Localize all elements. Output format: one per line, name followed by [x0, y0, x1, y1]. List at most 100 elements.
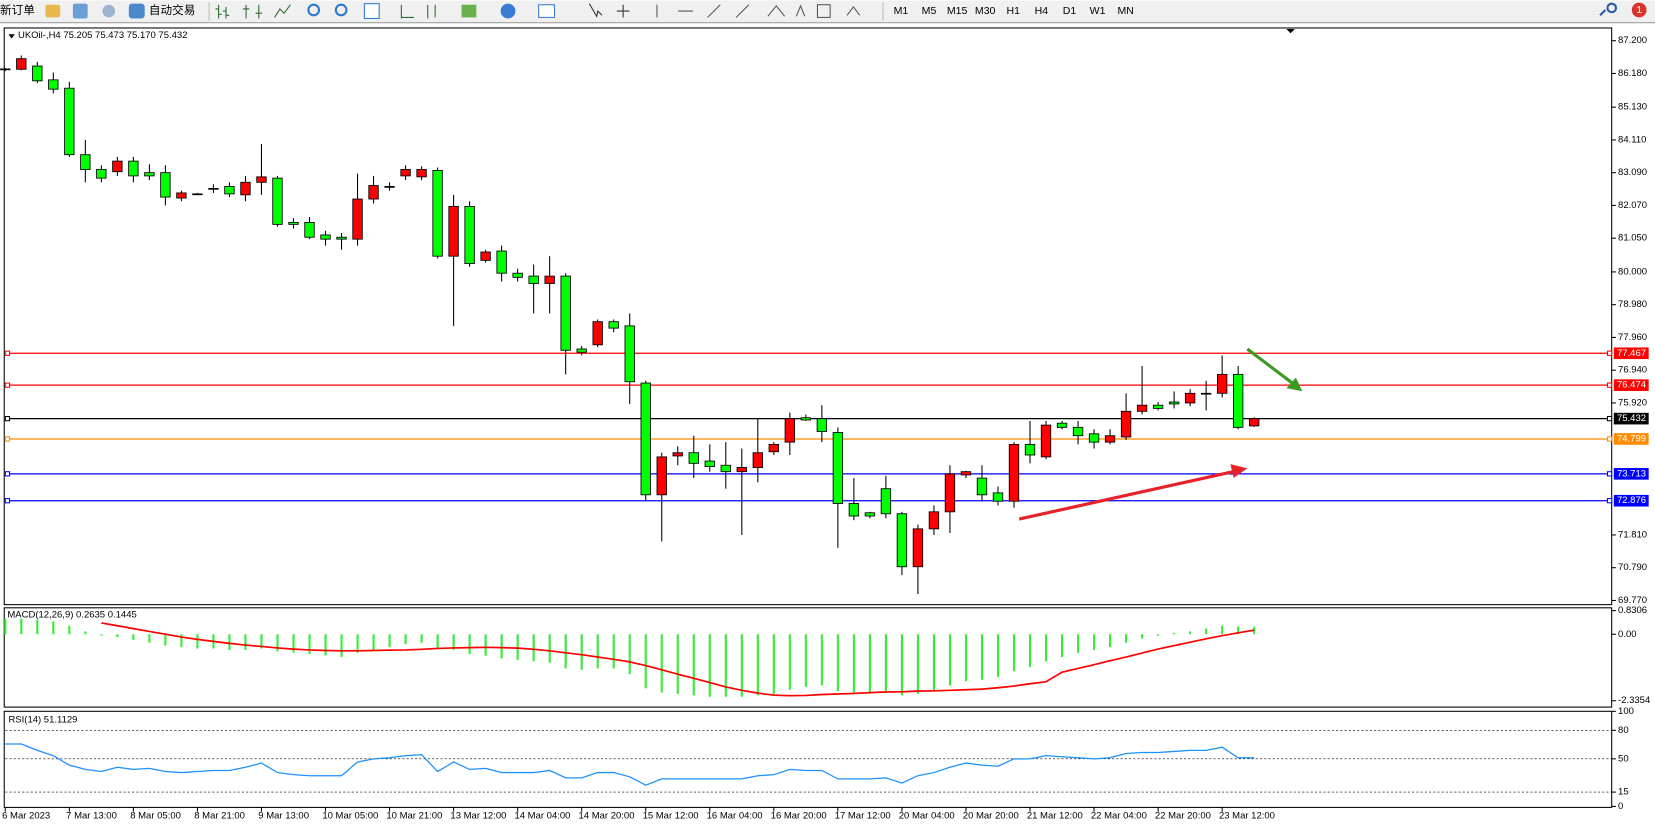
x-tick-label: 7 Mar 13:00 — [66, 810, 117, 821]
y-tick-label: 80.000 — [1618, 266, 1647, 277]
candle-body — [720, 464, 731, 473]
icon[interactable] — [102, 4, 116, 18]
candle-body — [112, 160, 123, 173]
icon[interactable] — [72, 3, 88, 19]
y-tick-label: 15 — [1618, 787, 1629, 798]
y-tick-label: 0.00 — [1618, 629, 1637, 640]
candle-body — [688, 452, 699, 464]
icon[interactable] — [307, 3, 321, 17]
icon[interactable] — [816, 4, 831, 18]
notification-badge[interactable] — [1631, 2, 1647, 18]
candle-body — [592, 321, 603, 346]
icon[interactable] — [538, 4, 556, 18]
candle-body — [768, 443, 780, 453]
timeframe-button[interactable]: D1 — [1063, 5, 1077, 17]
candle-body — [544, 275, 555, 284]
icon[interactable] — [242, 4, 262, 19]
candle-body — [800, 417, 812, 421]
level-label-bg — [1613, 412, 1649, 425]
y-tick-label: 80 — [1618, 725, 1629, 736]
y-tick-label: 69.770 — [1618, 595, 1647, 606]
icon[interactable] — [400, 4, 436, 19]
candle-body — [1136, 404, 1148, 412]
green-arrow — [1246, 347, 1296, 387]
candle-body — [208, 187, 219, 190]
x-tick-label: 14 Mar 04:00 — [514, 810, 570, 821]
shift-marker — [1286, 29, 1295, 34]
y-tick-label: 84.110 — [1618, 134, 1646, 145]
candle-body — [304, 222, 315, 238]
new-order-button[interactable]: 新订单 — [0, 3, 35, 17]
y-tick-label: 100 — [1618, 706, 1634, 717]
candle-body — [752, 452, 763, 468]
macd-pane — [3, 607, 1613, 708]
candle-body — [528, 275, 539, 284]
icon[interactable] — [656, 4, 806, 18]
icon[interactable] — [128, 3, 145, 19]
timeframe-button[interactable]: M30 — [975, 5, 996, 17]
x-tick-label: 13 Mar 12:00 — [450, 810, 506, 821]
x-tick-label: 14 Mar 20:00 — [579, 810, 635, 821]
icon[interactable] — [616, 4, 630, 18]
candle-body — [944, 473, 956, 513]
timeframe-button[interactable]: W1 — [1090, 5, 1106, 17]
level-handle — [4, 436, 11, 442]
level-handle — [1606, 471, 1613, 477]
y-tick-label: 70.790 — [1618, 562, 1647, 573]
level-handle — [1606, 436, 1613, 442]
signal-line — [101, 622, 1255, 697]
candle-body — [176, 192, 187, 199]
candle-body — [448, 205, 459, 257]
icon[interactable] — [215, 4, 230, 19]
timeframe-button[interactable]: H1 — [1007, 5, 1021, 17]
y-tick-label: 75.920 — [1618, 397, 1647, 408]
candle-body — [832, 432, 844, 504]
level-label: 73.713 — [1617, 468, 1646, 479]
y-tick-label: 50 — [1618, 753, 1629, 764]
level-handle — [1606, 350, 1613, 356]
icon[interactable] — [363, 3, 380, 19]
icon[interactable] — [45, 4, 61, 18]
level-handle — [4, 415, 11, 422]
icon[interactable] — [274, 4, 291, 18]
toolbar-items: 新订单 自动交易 1 M1 M5 M15 M30 H1 H4 D1 W1 MN — [0, 2, 1647, 21]
candle-body — [512, 272, 523, 278]
candle-body — [992, 492, 1004, 502]
icon[interactable] — [334, 3, 348, 17]
icon[interactable] — [588, 3, 603, 18]
candle-body — [1248, 418, 1260, 427]
candle-body — [1008, 443, 1020, 502]
pane-menu-arrow — [8, 34, 15, 39]
level-handle — [4, 350, 11, 356]
candle-body — [192, 193, 203, 196]
y-tick-label: 78.980 — [1618, 299, 1647, 310]
x-tick-label: 20 Mar 20:00 — [963, 810, 1019, 821]
candle-body — [816, 418, 828, 432]
icon[interactable] — [461, 4, 477, 18]
candle-body — [144, 172, 155, 177]
candle-body — [96, 169, 107, 179]
icon[interactable] — [500, 3, 516, 19]
plot-marks: 87.200 86.180 85.130 84.110 83.090 82.070 81.0… — [0, 35, 1650, 821]
y-tick-label: 85.130 — [1618, 102, 1647, 113]
timeframe-button[interactable]: M5 — [922, 5, 937, 17]
candle-body — [624, 325, 635, 383]
auto-trading-button[interactable]: 自动交易 — [149, 3, 195, 17]
candle-body — [128, 160, 139, 177]
timeframe-button[interactable]: M1 — [894, 5, 909, 17]
timeframe-button[interactable]: M15 — [947, 5, 968, 17]
candle-body — [848, 503, 860, 517]
timeframe-button[interactable]: MN — [1117, 5, 1133, 17]
x-tick-label: 8 Mar 05:00 — [130, 810, 181, 821]
y-tick-label: 81.050 — [1618, 233, 1647, 244]
level-handle — [4, 498, 11, 504]
candle-body — [320, 234, 331, 240]
timeframe-button[interactable]: H4 — [1035, 5, 1049, 17]
search-icon[interactable] — [1599, 2, 1617, 17]
candle-body — [672, 452, 683, 457]
candle-body — [480, 251, 491, 261]
candle-body — [160, 172, 171, 198]
icon[interactable] — [846, 5, 861, 16]
y-tick-label: 82.070 — [1618, 200, 1647, 211]
rsi-pane — [3, 710, 1613, 808]
